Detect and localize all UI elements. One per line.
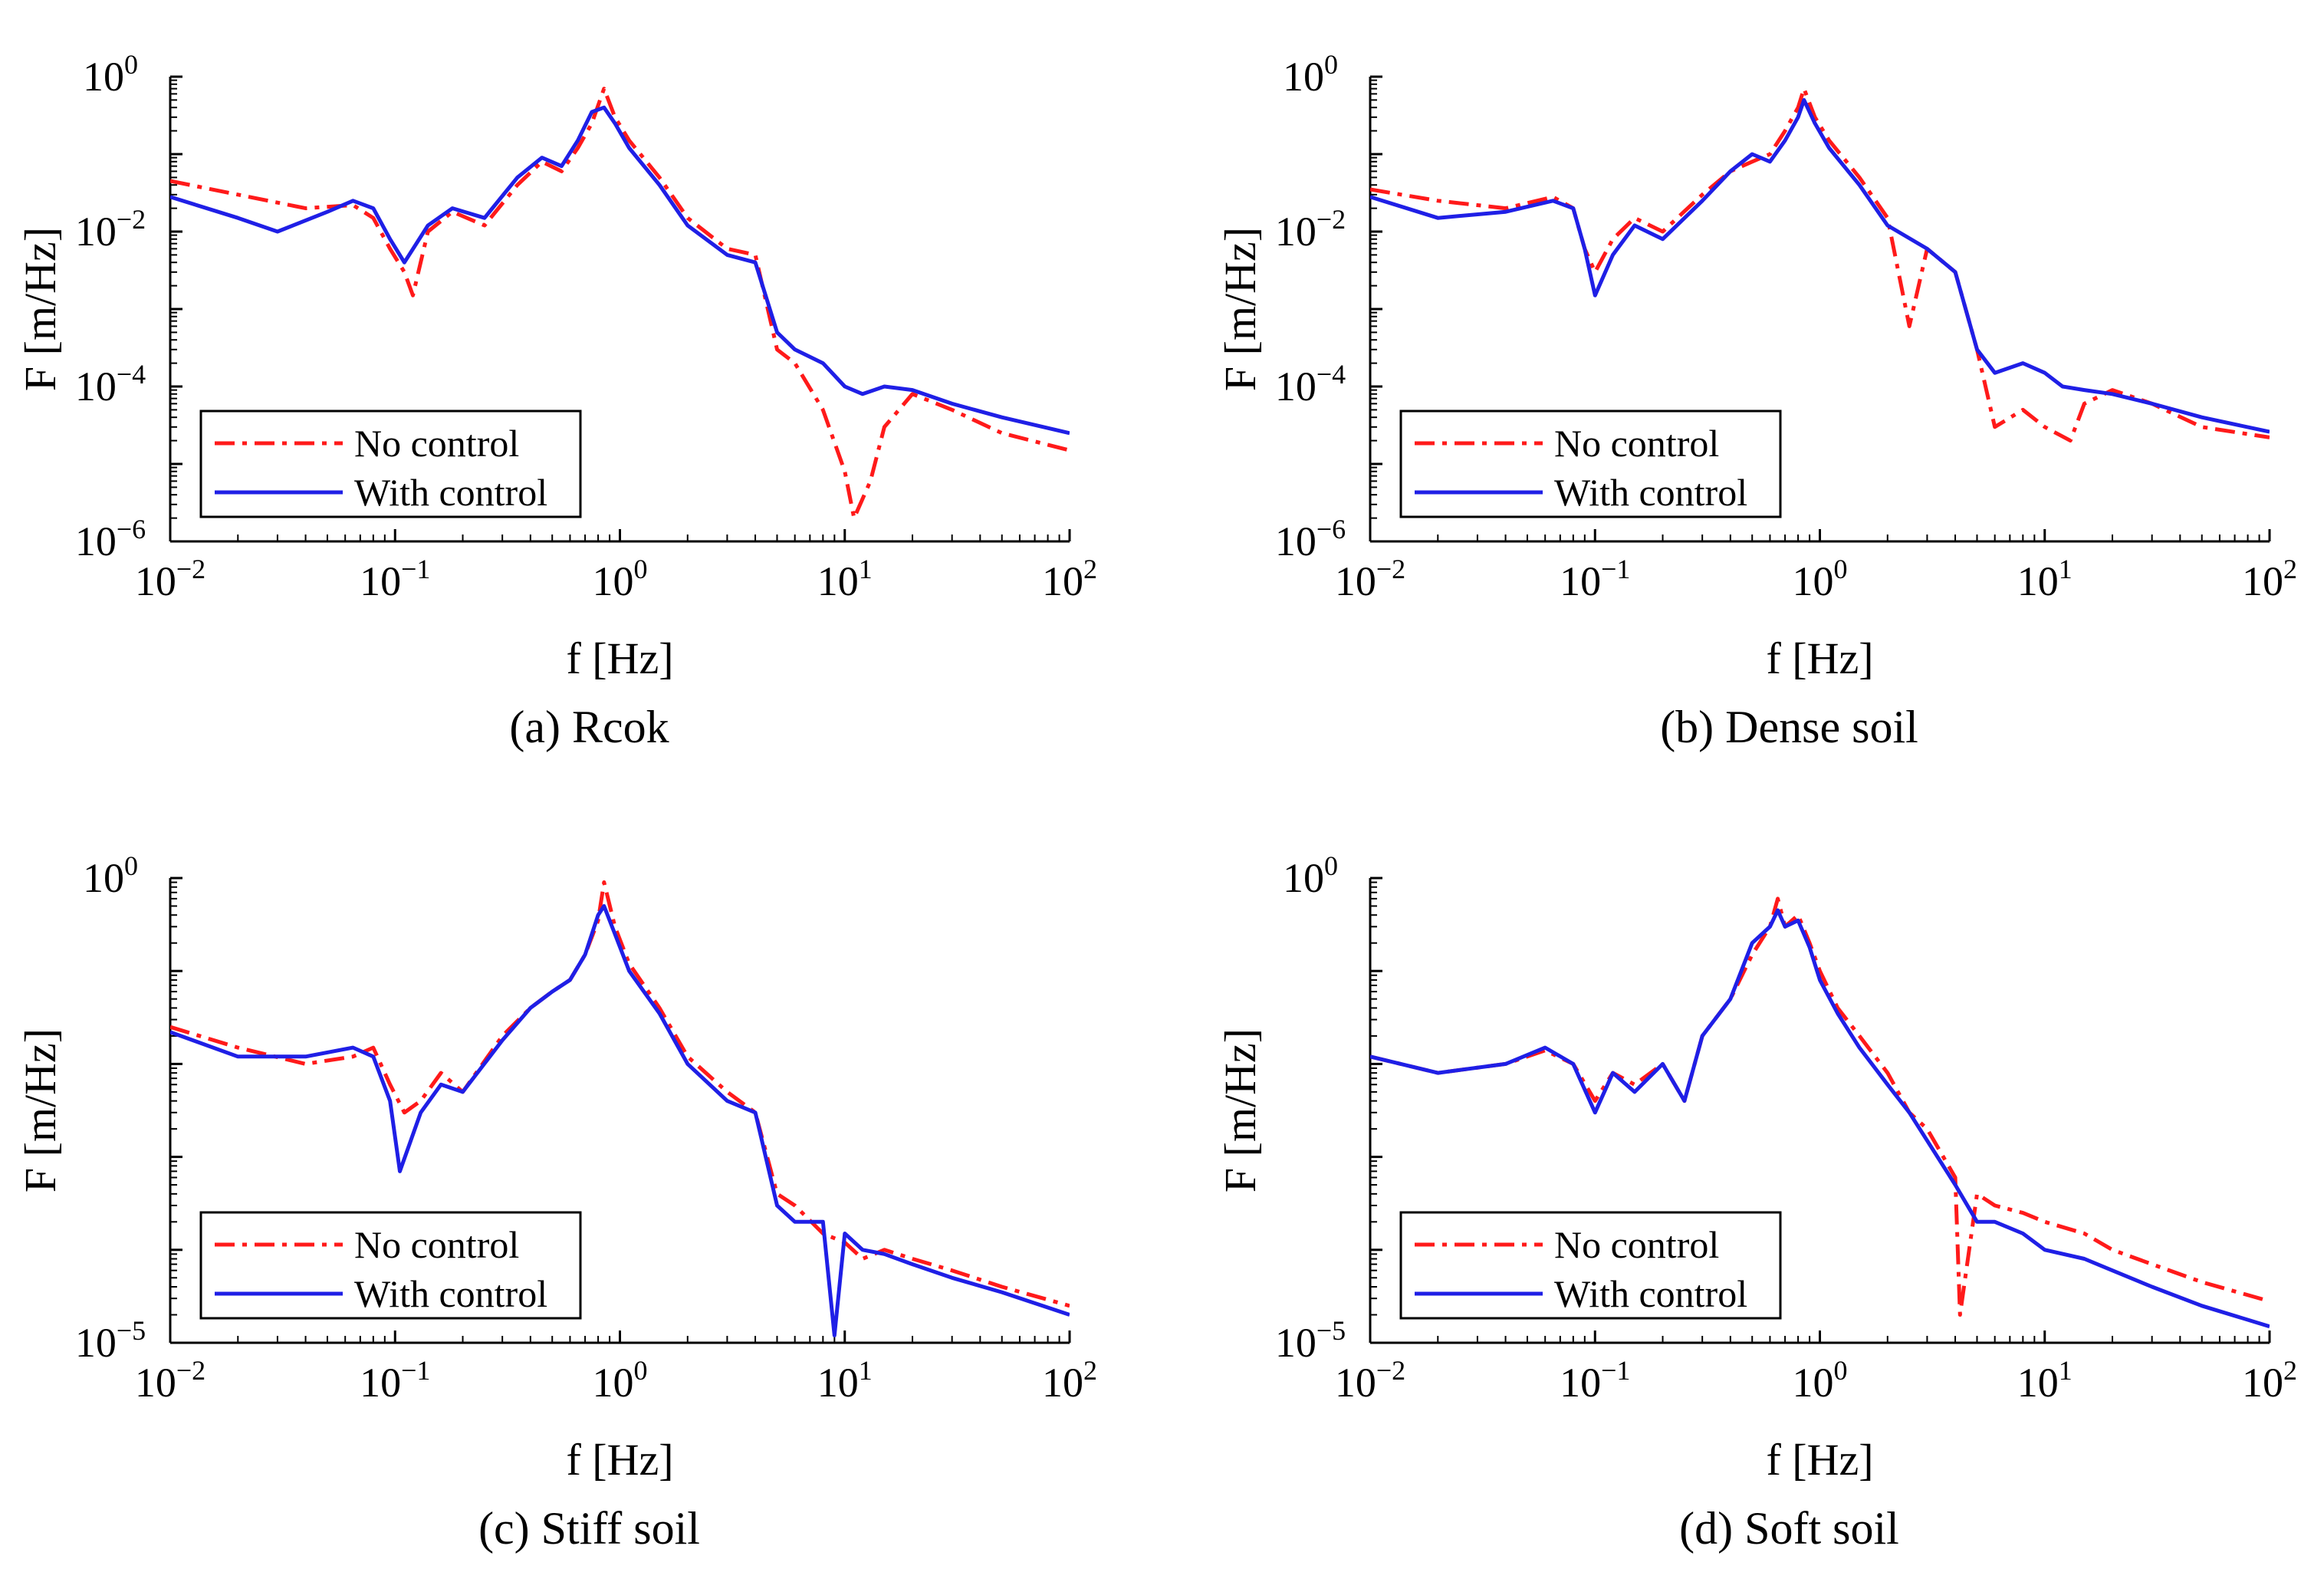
y-axis-label: F [m/Hz] bbox=[1215, 227, 1265, 391]
legend: No control With control bbox=[1399, 410, 1782, 518]
x-tick-label: 10−1 bbox=[1560, 554, 1630, 604]
x-tick-label: 102 bbox=[2242, 1355, 2297, 1406]
y-tick-label: 10−6 bbox=[75, 514, 146, 564]
panel-caption: (d) Soft soil bbox=[1679, 1503, 1899, 1554]
chart-panel-3: 10−2 10−1 100 101 102 10−5 100 f [Hz] F [m/Hz] (c… bbox=[15, 850, 1097, 1554]
y-tick-label: 10−4 bbox=[75, 359, 146, 410]
series-with-control bbox=[170, 904, 1070, 1337]
x-tick-label: 10−2 bbox=[135, 554, 205, 604]
y-tick-label: 10−4 bbox=[1275, 359, 1346, 410]
series-no-control bbox=[170, 880, 1070, 1308]
legend: No control With control bbox=[199, 410, 582, 518]
x-tick-label: 101 bbox=[2017, 1355, 2073, 1406]
legend-box bbox=[1399, 410, 1782, 518]
y-tick-label: 100 bbox=[83, 850, 138, 901]
x-axis-label: f [Hz] bbox=[1766, 633, 1873, 683]
legend-label: With control bbox=[1554, 471, 1747, 514]
legend: No control With control bbox=[1399, 1211, 1782, 1320]
legend-box bbox=[199, 1211, 582, 1320]
legend-box bbox=[1399, 1211, 1782, 1320]
x-tick-label: 10−1 bbox=[360, 1355, 430, 1406]
series-no-control bbox=[1370, 87, 2270, 443]
x-axis-label: f [Hz] bbox=[566, 1435, 673, 1485]
x-tick-label: 10−1 bbox=[360, 554, 430, 604]
x-tick-label: 10−2 bbox=[1335, 1355, 1405, 1406]
legend-label: No control bbox=[1554, 422, 1719, 465]
legend: No control With control bbox=[199, 1211, 582, 1320]
y-tick-label: 100 bbox=[83, 49, 138, 100]
x-tick-label: 10−2 bbox=[135, 1355, 205, 1406]
x-tick-label: 102 bbox=[1042, 1355, 1097, 1406]
x-tick-label: 10−2 bbox=[1335, 554, 1405, 604]
x-tick-label: 102 bbox=[1042, 554, 1097, 604]
y-tick-label: 10−2 bbox=[1275, 204, 1346, 255]
panel-caption: (b) Dense soil bbox=[1660, 702, 1918, 752]
series-with-control bbox=[1370, 97, 2270, 434]
y-tick-label: 10−5 bbox=[1275, 1315, 1346, 1366]
x-tick-label: 101 bbox=[817, 554, 873, 604]
series-no-control bbox=[170, 87, 1070, 521]
legend-box bbox=[199, 410, 582, 518]
x-axis-label: f [Hz] bbox=[1766, 1435, 1873, 1485]
series-with-control bbox=[170, 105, 1070, 436]
y-tick-label: 100 bbox=[1283, 850, 1338, 901]
y-tick-label: 10−5 bbox=[75, 1315, 146, 1366]
x-tick-label: 102 bbox=[2242, 554, 2297, 604]
y-axis-label: F [m/Hz] bbox=[15, 1028, 65, 1192]
panel-caption: (c) Stiff soil bbox=[478, 1503, 700, 1554]
chart-panel-1: 10−2 10−1 100 101 102 10−6 10−4 10−2 100 f [Hz] F … bbox=[15, 49, 1097, 752]
legend-label: With control bbox=[1554, 1272, 1747, 1315]
y-tick-label: 100 bbox=[1283, 49, 1338, 100]
y-tick-label: 10−6 bbox=[1275, 514, 1346, 564]
x-tick-label: 10−1 bbox=[1560, 1355, 1630, 1406]
y-axis-label: F [m/Hz] bbox=[1215, 1028, 1265, 1192]
chart-panel-4: 10−2 10−1 100 101 102 10−5 100 f [Hz] F [m/Hz] (d… bbox=[1215, 850, 2297, 1554]
x-tick-label: 101 bbox=[2017, 554, 2073, 604]
panel-caption: (a) Rcok bbox=[509, 702, 669, 752]
x-tick-label: 100 bbox=[1793, 554, 1848, 604]
x-axis-label: f [Hz] bbox=[566, 633, 673, 683]
legend-label: With control bbox=[354, 471, 547, 514]
legend-label: No control bbox=[354, 422, 519, 465]
y-axis-label: F [m/Hz] bbox=[15, 227, 65, 391]
x-tick-label: 101 bbox=[817, 1355, 873, 1406]
y-tick-label: 10−2 bbox=[75, 204, 146, 255]
x-tick-label: 100 bbox=[593, 1355, 648, 1406]
x-tick-label: 100 bbox=[1793, 1355, 1848, 1406]
x-tick-label: 100 bbox=[593, 554, 648, 604]
chart-panel-2: 10−2 10−1 100 101 102 10−6 10−4 10−2 100 f [Hz] F … bbox=[1215, 49, 2297, 752]
legend-label: No control bbox=[354, 1223, 519, 1266]
series-with-control bbox=[1370, 908, 2270, 1329]
legend-label: No control bbox=[1554, 1223, 1719, 1266]
legend-label: With control bbox=[354, 1272, 547, 1315]
